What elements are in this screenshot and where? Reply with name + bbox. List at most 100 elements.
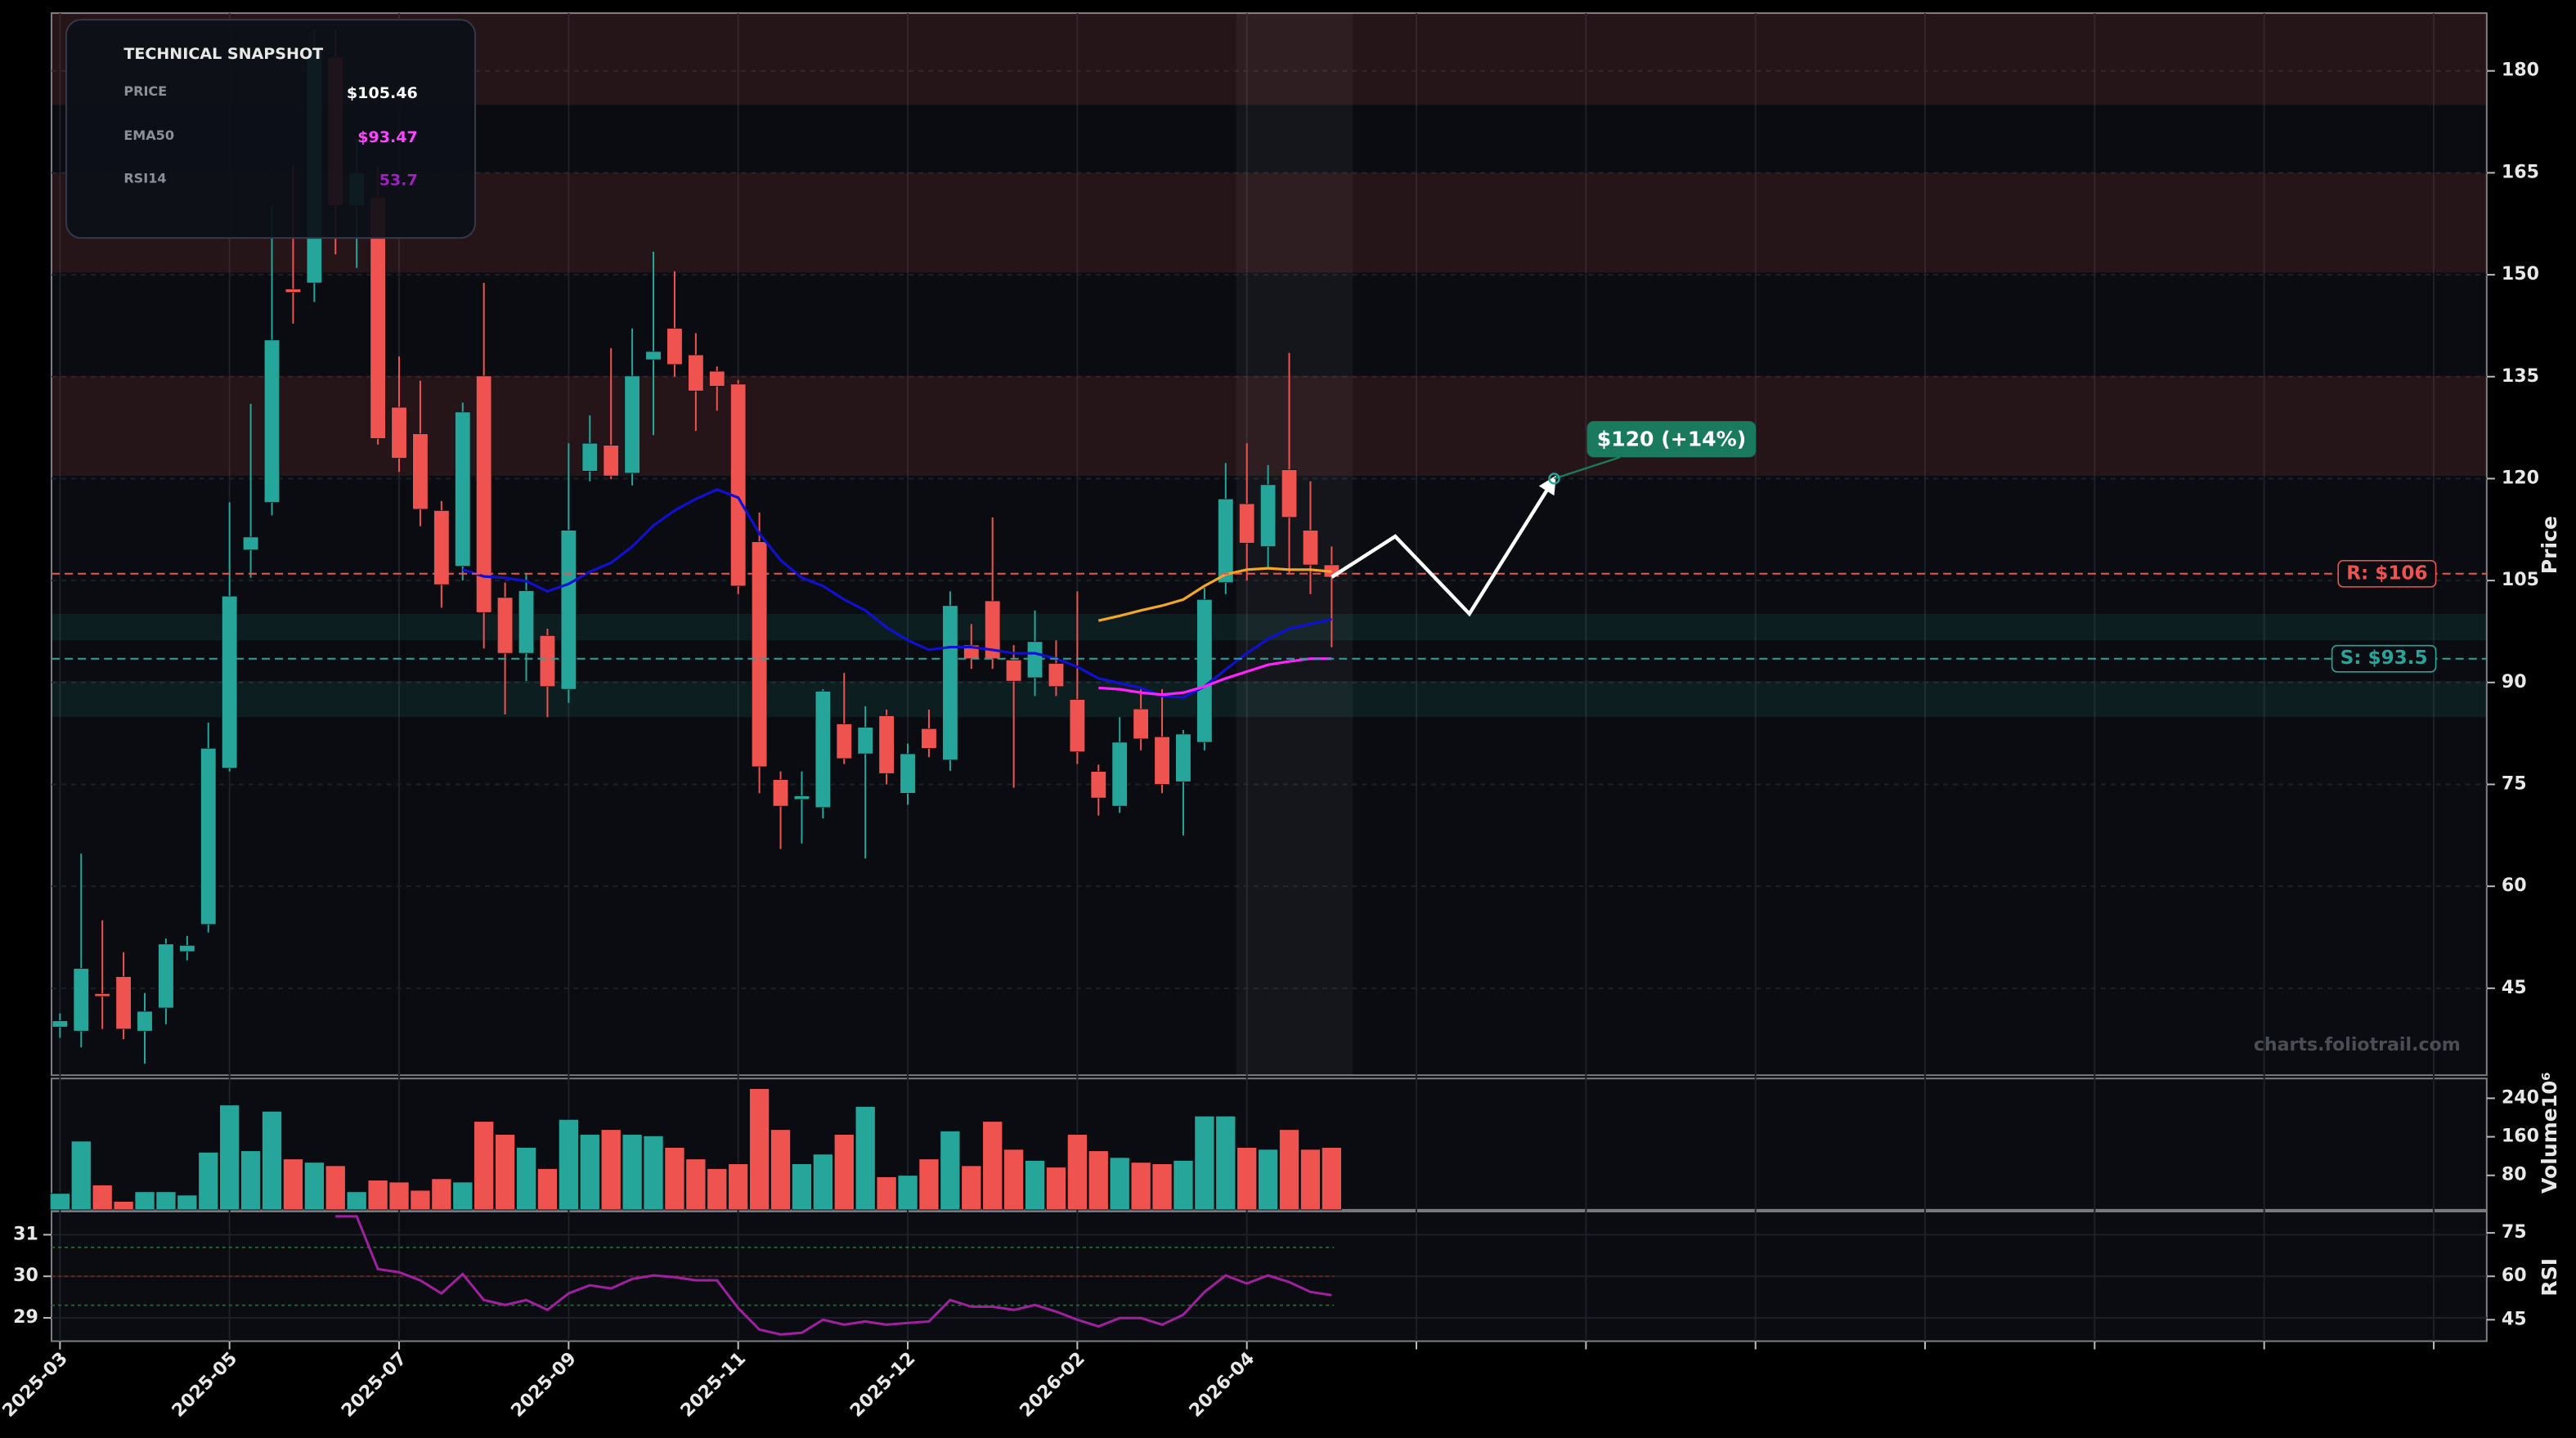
y-tick-label: 60 <box>2502 876 2527 896</box>
candle-body <box>1302 530 1318 566</box>
volume-bar <box>431 1178 452 1211</box>
candle-body <box>1006 660 1022 682</box>
volume-bar <box>388 1181 410 1211</box>
volume-bar <box>812 1154 833 1211</box>
candle-body <box>1175 733 1192 782</box>
candle-body <box>560 530 577 690</box>
zone <box>51 681 2487 718</box>
volume-bar <box>600 1129 622 1211</box>
candle-body <box>815 691 831 809</box>
y-tick-label: 165 <box>2502 162 2539 182</box>
volume-bar <box>1321 1147 1342 1211</box>
candle-body <box>752 541 768 768</box>
volume-bar <box>536 1168 558 1211</box>
volume-bar <box>367 1180 388 1211</box>
target-connector <box>1554 456 1621 480</box>
candle-body <box>1111 741 1128 807</box>
y-tick-label: 160 <box>2502 1127 2539 1147</box>
volume-bar <box>325 1165 346 1211</box>
y-tick-label: 60 <box>2502 1266 2527 1286</box>
candle-body <box>1239 503 1255 544</box>
candle-body <box>666 328 683 365</box>
volume-bar <box>918 1158 940 1211</box>
volume-bar <box>982 1121 1003 1211</box>
volume-bar <box>1299 1149 1321 1211</box>
volume-bar <box>643 1135 664 1211</box>
candle-body <box>688 354 704 392</box>
volume-bar <box>1025 1160 1045 1211</box>
volume-bar <box>113 1201 134 1211</box>
volume-bar <box>49 1193 70 1211</box>
volume-bar <box>70 1140 92 1211</box>
candle-body <box>433 510 450 585</box>
volume-bar <box>940 1131 961 1211</box>
y-tick-label: 180 <box>2502 60 2539 81</box>
candle-body <box>391 406 407 459</box>
volume-bar <box>1236 1147 1258 1211</box>
candle-body <box>1133 708 1149 740</box>
candle-body <box>985 600 1001 660</box>
candle-body <box>263 339 280 503</box>
level-label-box <box>2331 644 2437 673</box>
candle-body <box>497 597 514 654</box>
volume-bar <box>262 1110 282 1211</box>
candle-body <box>137 1010 153 1032</box>
projection-line <box>1331 475 1556 617</box>
volume-bar <box>791 1163 812 1211</box>
volume-bar <box>770 1129 791 1211</box>
watermark: charts.foliotrail.com <box>2254 1035 2461 1055</box>
candle-body <box>1218 499 1234 583</box>
candle-body <box>772 779 789 807</box>
volume-bar <box>134 1191 155 1211</box>
target-label-box <box>1586 421 1757 458</box>
volume-bar <box>876 1176 897 1211</box>
y-tick-label: 150 <box>2502 264 2539 284</box>
target-point <box>1548 473 1560 485</box>
y-tick-label: 45 <box>2502 1309 2527 1329</box>
indicator-line <box>1098 657 1332 697</box>
volume-bar <box>155 1191 177 1211</box>
candle-body <box>539 635 555 688</box>
y-tick-label: 105 <box>2502 570 2539 590</box>
volume-bar <box>833 1134 855 1211</box>
volume-bar <box>198 1152 219 1211</box>
snapshot-label: EMA50 <box>123 128 174 143</box>
candle-body <box>179 945 195 952</box>
volume-bar <box>1194 1115 1215 1211</box>
candle-body <box>1260 484 1277 547</box>
candle-body <box>581 442 598 472</box>
candle-body <box>73 968 89 1032</box>
y-tick-label: 75 <box>2502 1222 2527 1243</box>
snapshot-label: RSI14 <box>123 170 166 186</box>
volume-bar <box>1151 1163 1173 1211</box>
candle-body <box>857 727 873 755</box>
volume-bar <box>92 1185 113 1211</box>
candle-body <box>1048 663 1064 688</box>
candle-body <box>94 993 110 997</box>
snapshot-value: $93.47 <box>357 128 418 146</box>
snapshot-panel: TECHNICAL SNAPSHOT PRICE $105.46 EMA50 $… <box>65 19 477 240</box>
volume-bar <box>1066 1134 1088 1211</box>
y-tick-label: 30 <box>13 1266 38 1286</box>
volume-bar <box>579 1134 600 1211</box>
volume-bar <box>897 1175 918 1211</box>
candle-body <box>1154 736 1170 785</box>
candle-body <box>1196 599 1213 743</box>
volume-bar <box>1130 1162 1151 1211</box>
highlight-band <box>1236 13 1353 1076</box>
volume-bar <box>516 1147 536 1211</box>
volume-bar <box>707 1168 728 1211</box>
candle-body <box>793 795 810 800</box>
candle-body <box>222 595 238 768</box>
volume-bar <box>303 1162 325 1211</box>
candle-body <box>942 605 958 760</box>
volume-bar <box>728 1163 749 1211</box>
level-label-box <box>2337 559 2437 588</box>
candle-body <box>200 748 217 925</box>
y-tick-label: 120 <box>2502 468 2539 488</box>
y-tick-label: 31 <box>13 1224 38 1244</box>
volume-bar <box>410 1189 431 1211</box>
candle-body <box>921 728 937 749</box>
snapshot-value: 53.7 <box>379 171 418 189</box>
